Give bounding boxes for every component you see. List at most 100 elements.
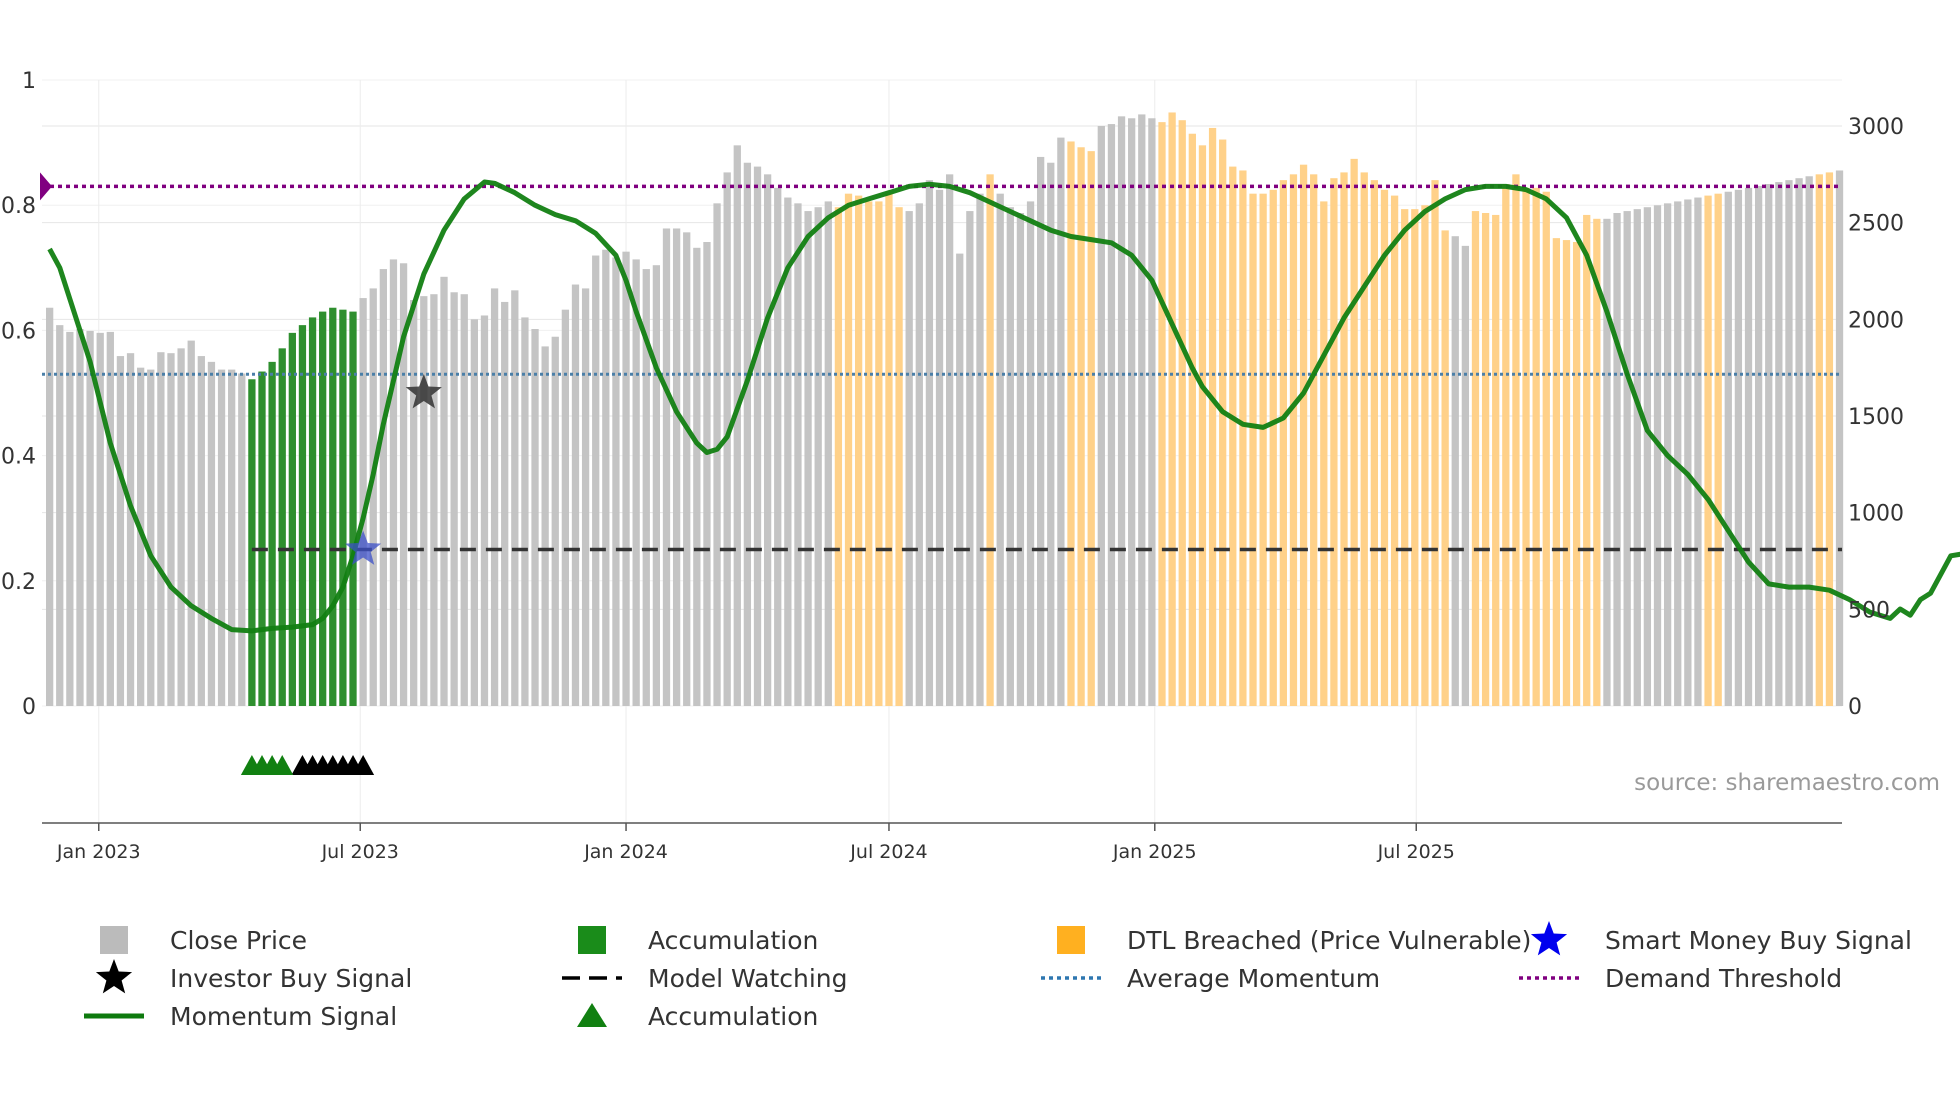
dtl-breached-bar [1360, 172, 1368, 706]
close-price-bar [490, 288, 499, 706]
close-price-bar [1117, 116, 1126, 707]
close-price-bar [531, 329, 539, 706]
dtl-breached-bar [1815, 174, 1823, 707]
accumulation-bar [288, 332, 296, 706]
close-price-bar [996, 193, 1004, 706]
close-price-bar [46, 307, 54, 706]
dtl-breached-bar [1390, 195, 1399, 706]
left-axis-tick-label: 0.4 [1, 445, 36, 470]
dtl-breached-bar [1077, 147, 1085, 706]
close-price-bar [713, 203, 721, 707]
dtl-breached-bar [1542, 191, 1550, 706]
close-price-bar [167, 353, 175, 706]
dtl-breached-bar [1583, 214, 1591, 706]
left-axis-tick-label: 0 [22, 695, 36, 720]
close-price-bar [56, 325, 64, 706]
dtl-breached-bar [986, 174, 994, 707]
legend-label: Accumulation [648, 926, 818, 955]
close-price-bar [946, 174, 954, 707]
close-price-bar [683, 232, 691, 707]
accumulation-bar [349, 311, 357, 706]
dtl-breached-bar [1259, 193, 1267, 706]
dtl-breached-bar [1198, 145, 1207, 707]
close-price-bar [1613, 213, 1621, 706]
close-price-bar [956, 253, 964, 706]
left-axis-tick-label: 0.6 [1, 319, 36, 344]
right-axis-tick-label: 2500 [1848, 212, 1904, 237]
close-price-bar [1047, 162, 1055, 706]
dtl-breached-bar [1562, 240, 1571, 707]
close-price-bar [399, 263, 408, 706]
dtl-breached-bar [1168, 112, 1176, 706]
x-axis-date-label: Jul 2024 [849, 841, 927, 863]
close-price-bar [612, 257, 620, 706]
close-price-bar [693, 247, 701, 707]
axes-layer: 0 0.2 0.4 0.6 0.8 1 0 500 1000 1500 2000 2500 3000 Ja… [1, 69, 1904, 863]
x-axis-date-label: Jan 2023 [56, 841, 141, 863]
dtl-breached-bar [1087, 151, 1095, 707]
right-axis-tick-label: 1000 [1848, 502, 1904, 527]
close-price-bar [925, 180, 934, 707]
close-price-bar [187, 340, 195, 706]
close-price-bar [1451, 236, 1459, 706]
close-price-bar [1128, 118, 1136, 707]
close-price-bar [1674, 201, 1682, 706]
close-price-bar [521, 317, 529, 706]
dtl-breached-bar [1825, 172, 1834, 706]
dtl-breached-bar [1330, 178, 1338, 706]
close-price-bar [1684, 199, 1692, 706]
close-price-bar [217, 369, 226, 706]
accumulation-triangle [271, 755, 294, 775]
right-axis-tick-label: 500 [1848, 598, 1890, 623]
accumulation-bar [319, 311, 327, 706]
dtl-breached-bar [834, 207, 843, 706]
close-price-bar [592, 255, 600, 707]
close-price-bar [753, 166, 762, 707]
close-price-bar [581, 288, 590, 706]
dtl-breached-bar [1208, 127, 1217, 706]
close-price-bar [1097, 126, 1105, 706]
close-price-bar [470, 319, 478, 706]
dtl-breached-bar [1350, 158, 1358, 706]
dtl-breached-bar [1279, 180, 1287, 707]
close-price-bar [359, 298, 367, 706]
close-price-bar [66, 331, 74, 706]
dtl-breached-bar [1714, 193, 1722, 706]
legend-swatch-square [100, 926, 128, 954]
close-price-bar [389, 259, 398, 706]
dtl-breached-bar [854, 195, 863, 706]
x-axis-date-label: Jul 2023 [321, 841, 399, 863]
close-price-bar [1724, 191, 1732, 706]
momentum-layer [47, 179, 1960, 634]
close-price-bar [76, 329, 84, 706]
legend-swatch-square [578, 926, 606, 954]
x-axis-date-label: Jan 2025 [1112, 841, 1197, 863]
legend-label: Model Watching [648, 964, 848, 993]
close-price-bar [440, 276, 448, 706]
close-price-bar [1754, 185, 1763, 706]
close-price-bar [207, 361, 216, 706]
close-price-bar [905, 211, 913, 707]
dtl-breached-bar [1593, 218, 1601, 707]
close-price-bar [1694, 197, 1702, 707]
close-price-bar [976, 193, 984, 706]
close-price-bar [228, 369, 236, 706]
close-price-bar [511, 290, 519, 706]
close-price-bar [541, 346, 549, 706]
left-axis-tick-label: 0.2 [1, 570, 36, 595]
accumulation-bar [258, 371, 266, 706]
smart-money-buy-signal-star [345, 530, 382, 565]
close-price-bar [369, 288, 377, 706]
legend-label: Accumulation [648, 1002, 818, 1031]
dtl-breached-bar [1411, 209, 1419, 706]
legend-label: Momentum Signal [170, 1002, 397, 1031]
close-price-bar [662, 228, 671, 706]
close-price-bar [774, 187, 782, 706]
dtl-breached-bar [1431, 180, 1439, 707]
close-price-bar [1057, 137, 1065, 707]
dtl-breached-bar [1512, 174, 1520, 707]
dtl-breached-bar [1401, 209, 1409, 706]
close-price-bar [1734, 189, 1743, 707]
dtl-breached-bar [1289, 174, 1298, 707]
